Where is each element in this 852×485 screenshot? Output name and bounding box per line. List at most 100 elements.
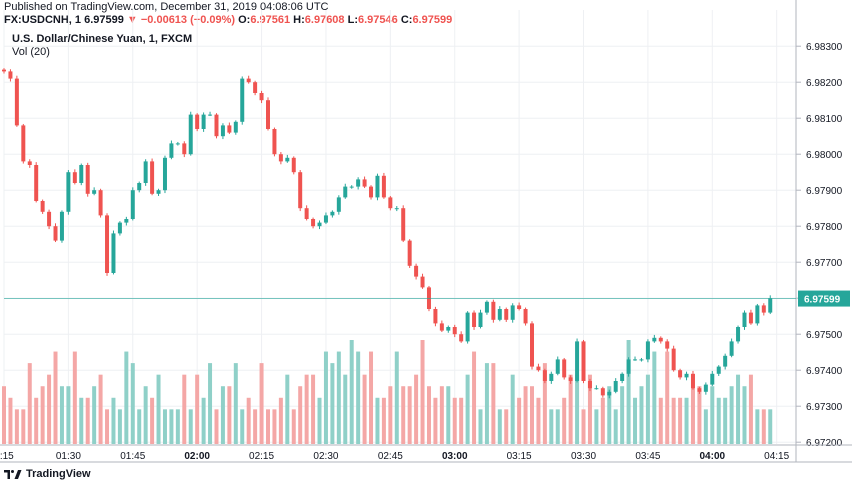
volume-bar — [356, 351, 361, 444]
candle-body — [452, 327, 457, 335]
volume-bar — [66, 386, 71, 444]
candle-body — [137, 183, 142, 191]
candle-body — [587, 381, 592, 389]
candle-body — [162, 157, 167, 191]
candle-body — [465, 312, 470, 342]
candle-body — [678, 370, 683, 378]
volume-bar — [362, 374, 367, 444]
candle-body — [34, 165, 39, 201]
footer-brand: TradingView — [26, 468, 91, 480]
candle-body — [723, 355, 728, 367]
candles — [2, 68, 773, 399]
candle-body — [491, 301, 496, 320]
volume-bar — [703, 409, 708, 444]
candle-body — [343, 186, 348, 198]
candle-body — [356, 179, 361, 187]
volume-bar — [227, 386, 232, 444]
volume-bar — [645, 374, 650, 444]
candle-body — [710, 373, 715, 385]
volume-bar — [684, 397, 689, 444]
candle-body — [459, 334, 464, 342]
volume-bar — [568, 374, 573, 444]
price-tick-label: 6.97400 — [806, 366, 843, 377]
volume-bar — [111, 397, 116, 444]
price-tick-label: 6.97800 — [806, 222, 843, 233]
volume-bar — [59, 386, 64, 444]
volume-bar — [607, 386, 612, 444]
time-tick-label: 04:15 — [764, 451, 789, 462]
candle-body — [59, 211, 64, 241]
candle-body — [92, 190, 97, 194]
volume-bar — [401, 386, 406, 444]
volume-bar — [40, 386, 45, 444]
candle-body — [27, 161, 32, 165]
volume-bar — [259, 363, 264, 444]
time-tick-label: 01:30 — [56, 451, 81, 462]
candle-body — [220, 125, 225, 137]
volume-bar — [665, 351, 670, 444]
candle-body — [253, 82, 258, 93]
volume-bar — [291, 409, 296, 444]
volume-bar — [92, 386, 97, 444]
volume-bar — [536, 397, 541, 444]
candle-body — [446, 327, 451, 331]
price-tick-label: 6.97700 — [806, 258, 843, 269]
candle-body — [600, 388, 605, 396]
candle-body — [607, 391, 612, 396]
volume-bar — [143, 386, 148, 444]
volume-bar — [388, 386, 393, 444]
candle-body — [272, 129, 277, 155]
time-tick-label: 04:00 — [700, 451, 726, 462]
candle-body — [317, 222, 322, 227]
candle-body — [401, 208, 406, 241]
candle-body — [716, 366, 721, 374]
candle-body — [304, 208, 309, 219]
volume-bar — [304, 374, 309, 444]
volume-bar — [195, 374, 200, 444]
volume-bar — [478, 409, 483, 444]
volume-bar — [246, 397, 251, 444]
candle-body — [201, 114, 206, 129]
candle-body — [433, 309, 438, 324]
candle-body — [311, 219, 316, 227]
price-tick-label: 6.98200 — [806, 78, 843, 89]
candle-body — [504, 309, 509, 320]
candle-body — [2, 69, 6, 72]
candle-body — [523, 309, 528, 324]
time-tick-label: 01:45 — [120, 451, 145, 462]
volume-bar — [414, 374, 419, 444]
volume-bar — [240, 409, 245, 444]
candle-body — [472, 312, 477, 327]
candle-body — [285, 157, 290, 162]
volume-bar — [555, 409, 560, 444]
price-tick-label: 6.97200 — [806, 438, 843, 449]
high-label: H: — [293, 14, 305, 26]
candle-body — [72, 172, 77, 183]
volume-bar — [21, 409, 26, 444]
candle-body — [291, 157, 296, 173]
candle-body — [665, 341, 670, 349]
candle-body — [47, 211, 52, 227]
volume-bar — [336, 351, 341, 444]
volume-bar — [742, 386, 747, 444]
volume-bar — [549, 409, 554, 444]
volume-bar — [137, 409, 142, 444]
volume-bar — [156, 374, 161, 444]
volume-bar — [426, 386, 431, 444]
candle-body — [266, 100, 270, 129]
time-tick-label: 02:15 — [249, 451, 274, 462]
volume-bar — [587, 374, 592, 444]
price-tick-label: 6.98100 — [806, 114, 843, 125]
volume-bar — [233, 363, 238, 444]
volume-bar — [716, 397, 721, 444]
candle-body — [278, 154, 283, 162]
volume-bar — [600, 397, 605, 444]
volume-bar — [459, 397, 464, 444]
volume-bar — [150, 397, 155, 444]
volume-bar — [285, 374, 290, 444]
last-price-value: 6.97599 — [84, 14, 124, 26]
candle-body — [330, 211, 335, 216]
candle-body — [497, 309, 502, 320]
candle-body — [394, 208, 399, 210]
